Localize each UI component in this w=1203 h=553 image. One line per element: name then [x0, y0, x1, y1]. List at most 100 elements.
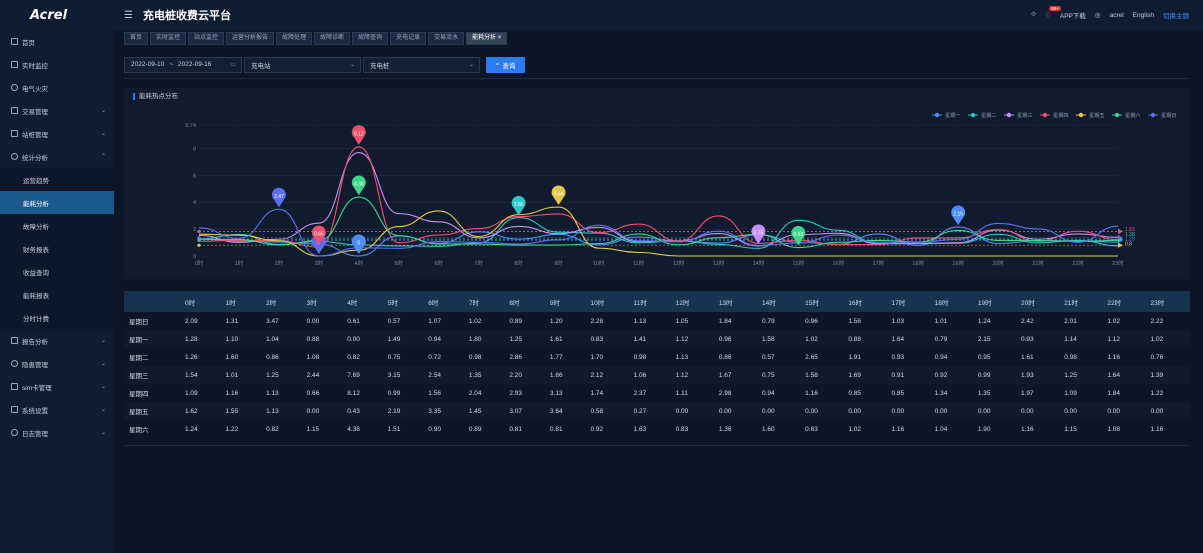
table-cell: 1.45	[468, 407, 482, 415]
table-cell: 1.12	[675, 335, 689, 343]
table-header-cell: 21时	[1064, 299, 1078, 307]
table-cell: 1.93	[1021, 371, 1034, 379]
sidebar-item[interactable]: 能耗分析	[0, 191, 114, 214]
table-row: 星期五 1.62 1.55 1.13 0.00 0.43 2.19 3.35 1.45 3.07 3…	[124, 402, 1190, 420]
sidebar-item[interactable]: 财务报表	[0, 237, 114, 260]
station-select[interactable]: 充电站 ⌄	[244, 56, 361, 73]
tab[interactable]: 故障处理	[276, 32, 313, 45]
tab[interactable]: 运营分析报告	[226, 32, 275, 45]
data-table-panel: 0时 1时 2时 3时 4时 5时 6时 7时 8时 9时 10时 11时 12时 13时 14时 15时 16…	[124, 291, 1190, 438]
nav-list: 首页实时监控 电气火灾 交易管理 ⌄ 站桩管理 ⌄ 统计分析 ⌃ 运营趋势 能耗分析 故障分析 财务报…	[0, 30, 114, 444]
table-cell: 1.69	[848, 371, 861, 379]
y-tick-label: 0	[193, 254, 196, 260]
sidebar-item[interactable]: 实时监控	[0, 53, 114, 76]
tab[interactable]: 能耗分析 ×	[466, 32, 508, 45]
table-cell: 0.98	[1064, 353, 1077, 361]
table-cell: 1.54	[185, 371, 198, 379]
table-cell: 0.00	[934, 407, 948, 415]
sidebar-item[interactable]: 系统设置 ⌄	[0, 398, 114, 421]
legend-dot	[1078, 112, 1084, 118]
sidebar-item[interactable]: 日志管理 ⌄	[0, 421, 114, 444]
table-cell: 0.00	[306, 407, 320, 415]
table-cell: 1.01	[934, 317, 948, 325]
table-cell: 0.93	[891, 353, 905, 361]
sidebar-item[interactable]: 电气火灾	[0, 76, 114, 99]
average-arrow	[1118, 235, 1123, 241]
menu-icon[interactable]: ☰	[124, 9, 133, 21]
x-tick-label: 8时	[514, 259, 523, 267]
x-tick-label: 19时	[952, 259, 964, 267]
table-header-cell: 1时	[225, 299, 236, 307]
table-cell: 0.27	[633, 407, 647, 415]
table-header-cell: 6时	[428, 299, 439, 307]
date-start: 2022-09-10	[131, 61, 165, 68]
table-row: 星期三 1.54 1.01 1.25 2.44 7.69 3.15 2.54 1.35 2.20 1…	[124, 366, 1190, 384]
sidebar-item[interactable]: sim卡管理 ⌄	[0, 375, 114, 398]
user-name[interactable]: acrel	[1109, 11, 1124, 19]
tab[interactable]: 充电记录	[390, 32, 427, 45]
pile-select[interactable]: 充电桩 ⌄	[363, 56, 480, 73]
table-header-cell: 17时	[891, 299, 906, 307]
table-cell: 1.16	[225, 389, 239, 397]
table-cell: 1.25	[1064, 371, 1077, 379]
table-cell: 3.07	[509, 407, 523, 415]
y-tick-label: 9.74	[185, 123, 196, 129]
table-cell: 0.00	[1150, 407, 1164, 415]
sidebar-item[interactable]: 报告分析 ⌄	[0, 329, 114, 352]
app-download-link[interactable]: APP下载	[1059, 13, 1086, 20]
sidebar-item[interactable]: 首页	[0, 30, 114, 53]
table-cell: 1.90	[977, 425, 991, 433]
x-tick-label: 17时	[872, 259, 884, 267]
table-cell: 1.26	[185, 353, 198, 361]
fullscreen-icon[interactable]: ⟐	[1030, 11, 1037, 18]
date-range-picker[interactable]: 2022-09-10 ~ 2022-09-16 ▭	[124, 56, 242, 73]
x-tick-label: 10时	[593, 259, 605, 267]
pin-label: 0.75	[754, 230, 764, 236]
tab[interactable]: 交易流水	[428, 32, 465, 45]
tab[interactable]: 首页	[124, 32, 149, 45]
average-arrow	[1118, 242, 1123, 248]
query-button[interactable]: ⌕ 查询	[486, 56, 525, 73]
series-line-5	[198, 196, 1119, 249]
table-cell: 1.13	[266, 389, 279, 397]
x-tick-label: 12时	[673, 259, 685, 267]
pin-label: 3.64	[554, 192, 564, 198]
average-label: 1.38	[1125, 232, 1135, 238]
sidebar-item[interactable]: 隐患管理 ⌄	[0, 352, 114, 375]
sidebar-item[interactable]: 能耗报表	[0, 283, 114, 306]
tab[interactable]: 站点监控	[188, 32, 225, 45]
table-cell: 1.66	[549, 371, 563, 379]
table-cell: 0.88	[306, 335, 320, 343]
table-cell: 1.61	[1021, 353, 1034, 361]
table-cell: 1.91	[848, 353, 861, 361]
language-switch[interactable]: English	[1132, 11, 1154, 19]
sidebar-item-label: 站桩管理	[22, 131, 48, 139]
tab[interactable]: 故障诊断	[314, 32, 351, 45]
sidebar-item[interactable]: 站桩管理 ⌄	[0, 122, 114, 145]
sidebar-item[interactable]: 统计分析 ⌃	[0, 145, 114, 168]
table-cell: 1.24	[185, 425, 198, 433]
bell-icon[interactable]: ♢ 99+	[1045, 6, 1061, 19]
table-header-cell: 15时	[805, 299, 819, 307]
table-header-cell: 20时	[1021, 299, 1035, 307]
sidebar-item[interactable]: 故障分析	[0, 214, 114, 237]
table-cell: 1.04	[266, 335, 279, 343]
sidebar-item[interactable]: 收益查询	[0, 260, 114, 283]
sidebar-item[interactable]: 运营趋势	[0, 168, 114, 191]
table-cell: 2.22	[1150, 317, 1164, 325]
user-icon[interactable]: ◎	[1094, 12, 1101, 19]
tab[interactable]: 实时监控	[150, 32, 187, 45]
legend-label: 星期三	[1017, 112, 1033, 119]
row-label: 星期四	[129, 391, 149, 398]
table-header-cell: 22时	[1107, 299, 1122, 307]
sidebar-item-label: 首页	[22, 39, 35, 47]
station-select-value: 充电站	[251, 62, 271, 70]
theme-switch-link[interactable]: 切换主题	[1163, 13, 1189, 20]
legend-dot	[1042, 112, 1048, 118]
tab[interactable]: 故障查询	[352, 32, 389, 45]
sidebar-item[interactable]: 交易管理 ⌄	[0, 99, 114, 122]
table-cell: 0.00	[848, 407, 861, 415]
legend-dot	[1114, 112, 1120, 118]
sidebar-item-label: sim卡管理	[22, 384, 52, 392]
sidebar-item[interactable]: 分时计费	[0, 306, 114, 329]
